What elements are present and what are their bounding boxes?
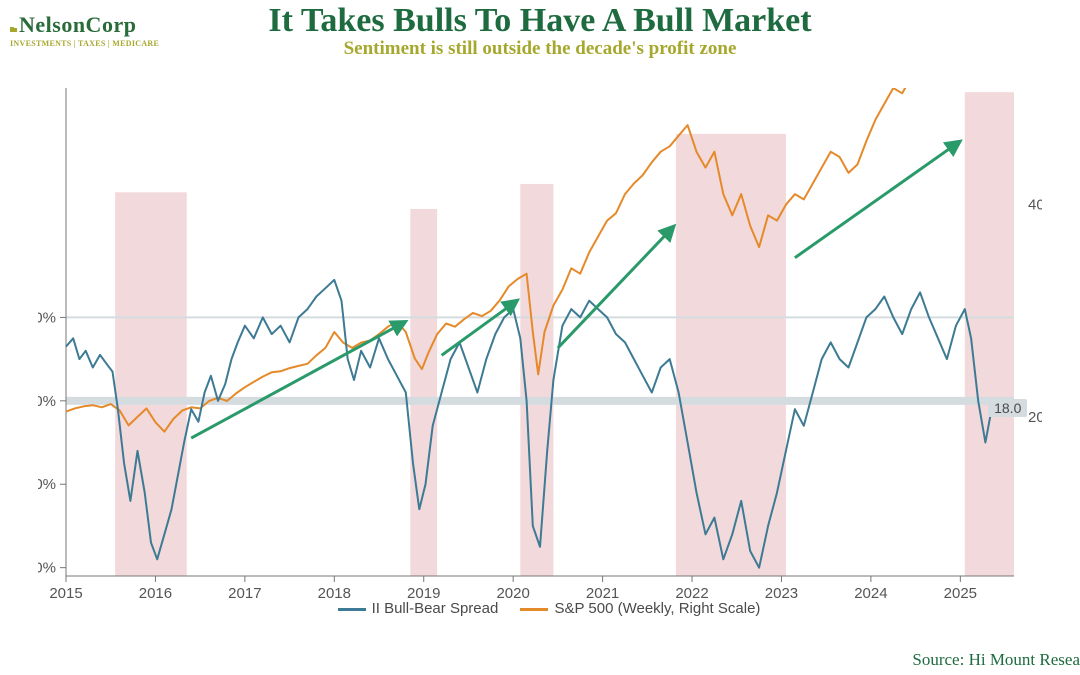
chart-subtitle: Sentiment is still outside the decade's … [180, 38, 900, 60]
title-block: It Takes Bulls To Have A Bull Market Sen… [180, 2, 900, 60]
svg-text:20%: 20% [38, 393, 56, 410]
logo-text: NelsonCorp [19, 12, 136, 37]
end-value-label: 18.0 [988, 399, 1027, 417]
svg-text:40%: 40% [38, 309, 56, 326]
svg-text:2000: 2000 [1028, 409, 1042, 426]
legend-label-0: II Bull-Bear Spread [372, 600, 499, 617]
svg-text:4000: 4000 [1028, 197, 1042, 214]
chart-svg: 2015201620172018201920202021202220232024… [38, 88, 1042, 623]
source-attribution: Source: Hi Mount Resea [912, 650, 1080, 670]
logo-mark [10, 27, 17, 32]
chart-title: It Takes Bulls To Have A Bull Market [180, 2, 900, 40]
legend-swatch-1 [520, 608, 548, 611]
chart-area: 2015201620172018201920202021202220232024… [38, 88, 1042, 623]
legend-swatch-0 [338, 608, 366, 611]
legend: II Bull-Bear Spread S&P 500 (Weekly, Rig… [38, 600, 1042, 617]
brand-logo: NelsonCorp INVESTMENTS | TAXES | MEDICAR… [10, 12, 180, 48]
svg-text:0%: 0% [38, 476, 56, 493]
svg-text:-20%: -20% [38, 560, 56, 577]
legend-label-1: S&P 500 (Weekly, Right Scale) [554, 600, 760, 617]
logo-tagline: INVESTMENTS | TAXES | MEDICARE [10, 39, 180, 48]
